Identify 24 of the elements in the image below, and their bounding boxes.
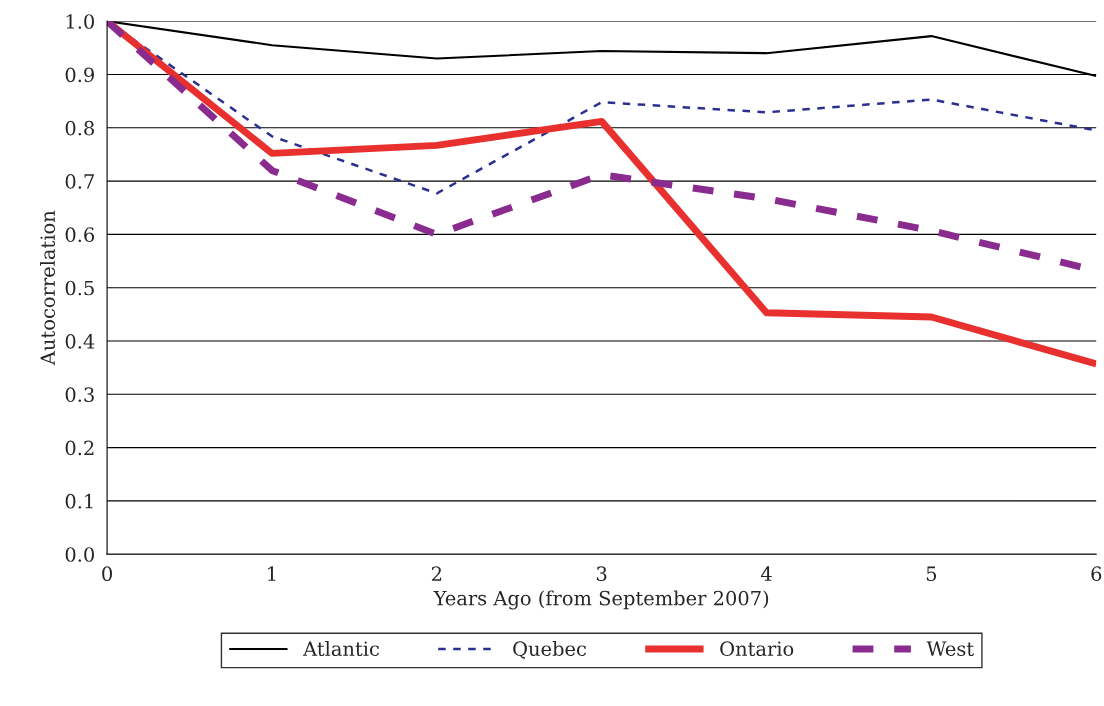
legend-label: West	[926, 641, 974, 657]
y-axis-title: Autocorrelation	[39, 210, 56, 366]
legend-label: Ontario	[720, 641, 794, 657]
x-tick-label: 2	[431, 566, 442, 581]
x-tick-label: 4	[760, 566, 772, 581]
legend-label: Quebec	[513, 641, 587, 659]
x-tick-label: 0	[102, 566, 112, 582]
x-tick-label: 1	[268, 566, 276, 581]
x-tick-label: 5	[926, 566, 937, 582]
x-tick-label: 6	[1091, 566, 1102, 582]
y-tick-label: 0.2	[65, 440, 94, 456]
legend-label: Atlantic	[302, 641, 379, 657]
y-tick-label: 0.1	[65, 493, 93, 509]
y-tick-label: 0.9	[65, 67, 94, 83]
y-tick-label: 1.0	[66, 14, 94, 29]
y-tick-label: 0.0	[65, 547, 94, 562]
y-tick-label: 0.4	[65, 333, 95, 349]
y-tick-label: 0.5	[65, 280, 94, 296]
y-tick-label: 0.6	[65, 227, 95, 243]
y-tick-label: 0.7	[65, 174, 94, 189]
y-tick-label: 0.8	[65, 120, 94, 136]
x-axis-title: Years Ago (from September 2007)	[433, 590, 769, 610]
y-tick-label: 0.3	[65, 387, 94, 402]
x-tick-label: 3	[596, 566, 607, 582]
